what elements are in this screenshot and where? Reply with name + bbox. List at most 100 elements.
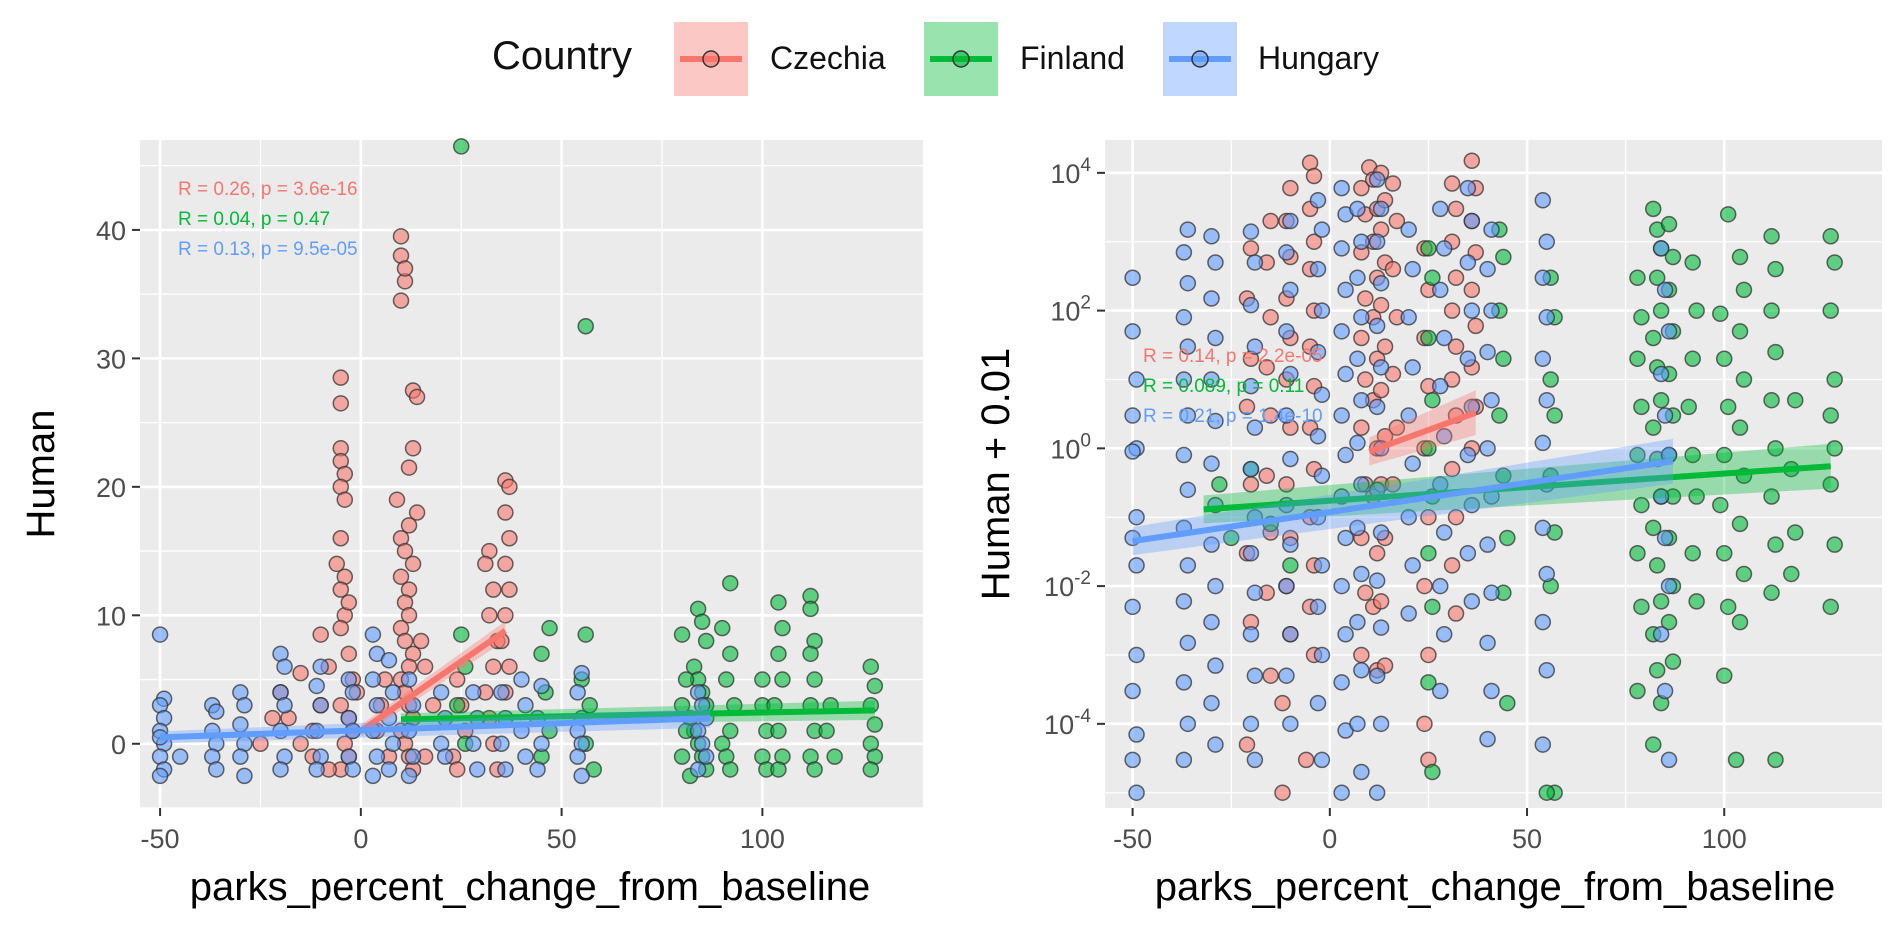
legend-key-czechia-glyph — [674, 22, 748, 96]
p1-point-hungary — [1459, 254, 1477, 271]
p0-point-hungary — [308, 677, 325, 695]
p1-point-finland — [1491, 407, 1508, 424]
p1-point-hungary — [1463, 302, 1481, 319]
p1-point-finland — [1767, 751, 1784, 769]
p0-x-tick-label: -50 — [141, 824, 180, 854]
p1-point-finland — [1763, 584, 1780, 602]
p1-point-hungary — [1368, 784, 1386, 801]
p1-confidence-band-czechia — [1369, 390, 1476, 466]
p1-point-hungary — [1278, 667, 1295, 684]
p1-point-hungary — [1479, 730, 1496, 748]
p1-point-finland — [1495, 467, 1512, 485]
p1-point-hungary — [1652, 240, 1670, 257]
legend-label-finland: Finland — [1020, 40, 1125, 76]
p0-point-hungary — [569, 748, 586, 765]
p0-point-hungary — [533, 735, 550, 753]
p1-point-czechia — [1372, 296, 1390, 314]
p1-point-hungary — [1203, 694, 1220, 712]
p1-point-hungary — [1282, 715, 1299, 733]
p0-point-hungary — [517, 748, 534, 765]
p1-point-finland — [1629, 269, 1646, 286]
p0-point-hungary — [384, 684, 402, 701]
p0-point-hungary — [493, 735, 510, 753]
p1-point-hungary — [1124, 751, 1141, 769]
p1-point-hungary — [1435, 625, 1453, 643]
p1-point-hungary — [1313, 646, 1331, 664]
p1-point-finland — [1644, 329, 1662, 347]
p1-point-hungary — [1313, 467, 1331, 485]
p1-point-hungary — [1483, 391, 1500, 409]
p0-point-czechia — [485, 581, 502, 598]
p1-point-czechia — [1262, 212, 1279, 230]
p1-point-czechia — [1357, 584, 1374, 602]
p0-point-finland — [866, 716, 884, 733]
p1-point-czechia — [1238, 398, 1256, 416]
p1-point-czechia — [1262, 309, 1279, 326]
p1-point-finland — [1495, 248, 1512, 266]
p0-point-czechia — [416, 658, 434, 675]
p1-point-hungary — [1435, 427, 1453, 445]
p1-point-czechia — [1376, 338, 1394, 355]
p1-point-hungary — [1337, 446, 1354, 464]
p1-point-hungary — [1203, 536, 1220, 553]
p1-point-hungary — [1179, 338, 1197, 355]
p1-point-hungary — [1179, 407, 1197, 424]
p0-x-axis-title: parks_percent_change_from_baseline — [190, 865, 870, 909]
p1-point-hungary — [1282, 365, 1299, 383]
p1-point-finland — [1546, 407, 1563, 424]
p1-x-axis-title: parks_percent_change_from_baseline — [1155, 865, 1835, 909]
p0-point-finland — [697, 632, 715, 650]
p1-point-finland — [1629, 446, 1646, 464]
p1-point-hungary — [1246, 667, 1264, 684]
p0-point-hungary — [689, 761, 707, 778]
p1-point-finland — [1715, 544, 1733, 562]
p0-point-hungary — [697, 748, 715, 765]
p1-point-finland — [1731, 613, 1749, 631]
p1-point-czechia — [1357, 371, 1374, 388]
p1-point-hungary — [1175, 751, 1193, 769]
p1-point-hungary — [1337, 365, 1354, 383]
p1-point-finland — [1822, 476, 1839, 493]
p0-point-hungary — [368, 748, 386, 765]
p1-point-hungary — [1538, 565, 1555, 583]
p1-point-hungary — [1207, 412, 1224, 430]
p1-point-hungary — [1404, 260, 1421, 278]
p0-stats-hungary: R = 0.13, p = 9.5e-05 — [178, 239, 358, 260]
p1-point-czechia — [1447, 200, 1465, 218]
p1-point-hungary — [1333, 179, 1350, 197]
p1-point-finland — [1715, 350, 1733, 367]
p0-point-finland — [577, 318, 594, 335]
p1-point-finland — [1420, 544, 1437, 562]
p1-point-hungary — [1435, 240, 1453, 257]
p1-point-hungary — [1483, 584, 1500, 602]
p1-point-hungary — [1313, 221, 1331, 238]
p1-point-hungary — [1479, 536, 1496, 553]
p1-point-czechia — [1353, 179, 1370, 197]
p1-point-finland — [1538, 784, 1555, 801]
p0-point-czechia — [332, 395, 350, 412]
p1-point-czechia — [1443, 302, 1461, 319]
p1-point-hungary — [1128, 646, 1145, 664]
p0-point-finland — [673, 748, 691, 765]
p1-point-hungary — [1656, 682, 1674, 700]
p1-point-czechia — [1420, 508, 1437, 526]
p1-x-tick-label: 50 — [1512, 824, 1542, 854]
p0-point-finland — [866, 677, 884, 695]
p0-point-czechia — [332, 581, 350, 598]
p1-point-finland — [1633, 309, 1650, 326]
p0-point-finland — [722, 645, 739, 663]
p0-point-czechia — [448, 671, 466, 688]
p0-point-finland — [581, 696, 598, 714]
p0-point-finland — [862, 658, 880, 675]
legend-key-czechia-point — [702, 50, 720, 68]
p1-point-finland — [1222, 529, 1240, 547]
p0-point-finland — [770, 761, 787, 778]
p1-point-hungary — [1246, 338, 1264, 355]
p0-y-tick-label: 20 — [96, 473, 126, 503]
p0-point-finland — [806, 671, 823, 688]
p0-point-czechia — [292, 735, 309, 753]
p1-point-hungary — [1479, 634, 1496, 652]
p1-point-hungary — [1400, 221, 1417, 238]
p1-point-finland — [1763, 228, 1780, 245]
p1-point-finland — [1684, 350, 1701, 367]
